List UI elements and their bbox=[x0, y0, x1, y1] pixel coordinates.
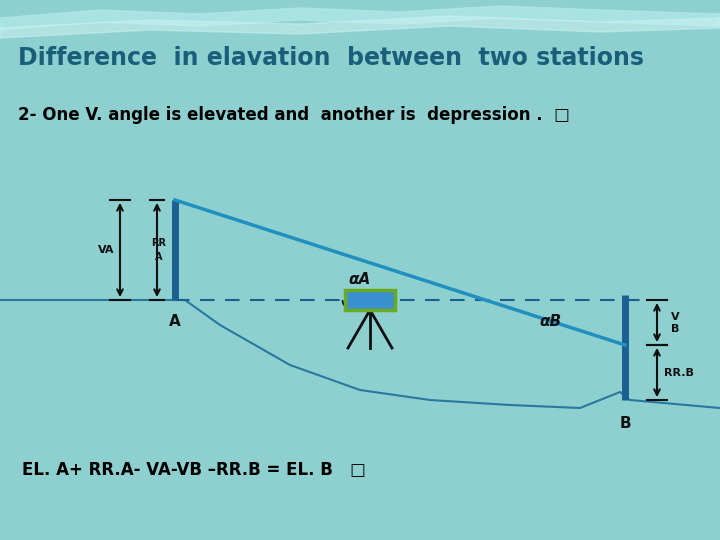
Text: αB: αB bbox=[539, 314, 561, 329]
Text: A: A bbox=[169, 314, 181, 329]
Text: RR.B: RR.B bbox=[664, 368, 694, 377]
Text: B: B bbox=[619, 416, 631, 431]
Text: 2- One V. angle is elevated and  another is  depression .  □: 2- One V. angle is elevated and another … bbox=[18, 106, 570, 124]
Text: A: A bbox=[156, 252, 163, 262]
Text: V: V bbox=[671, 312, 679, 321]
Text: Difference  in elavation  between  two stations: Difference in elavation between two stat… bbox=[18, 46, 644, 70]
Bar bbox=[345, 290, 395, 310]
Text: αA: αA bbox=[349, 273, 371, 287]
Text: B: B bbox=[671, 325, 679, 334]
Text: RR: RR bbox=[151, 238, 166, 248]
Text: VA: VA bbox=[98, 245, 114, 255]
Text: EL. A+ RR.A- VA-VB –RR.B = EL. B   □: EL. A+ RR.A- VA-VB –RR.B = EL. B □ bbox=[22, 461, 366, 479]
